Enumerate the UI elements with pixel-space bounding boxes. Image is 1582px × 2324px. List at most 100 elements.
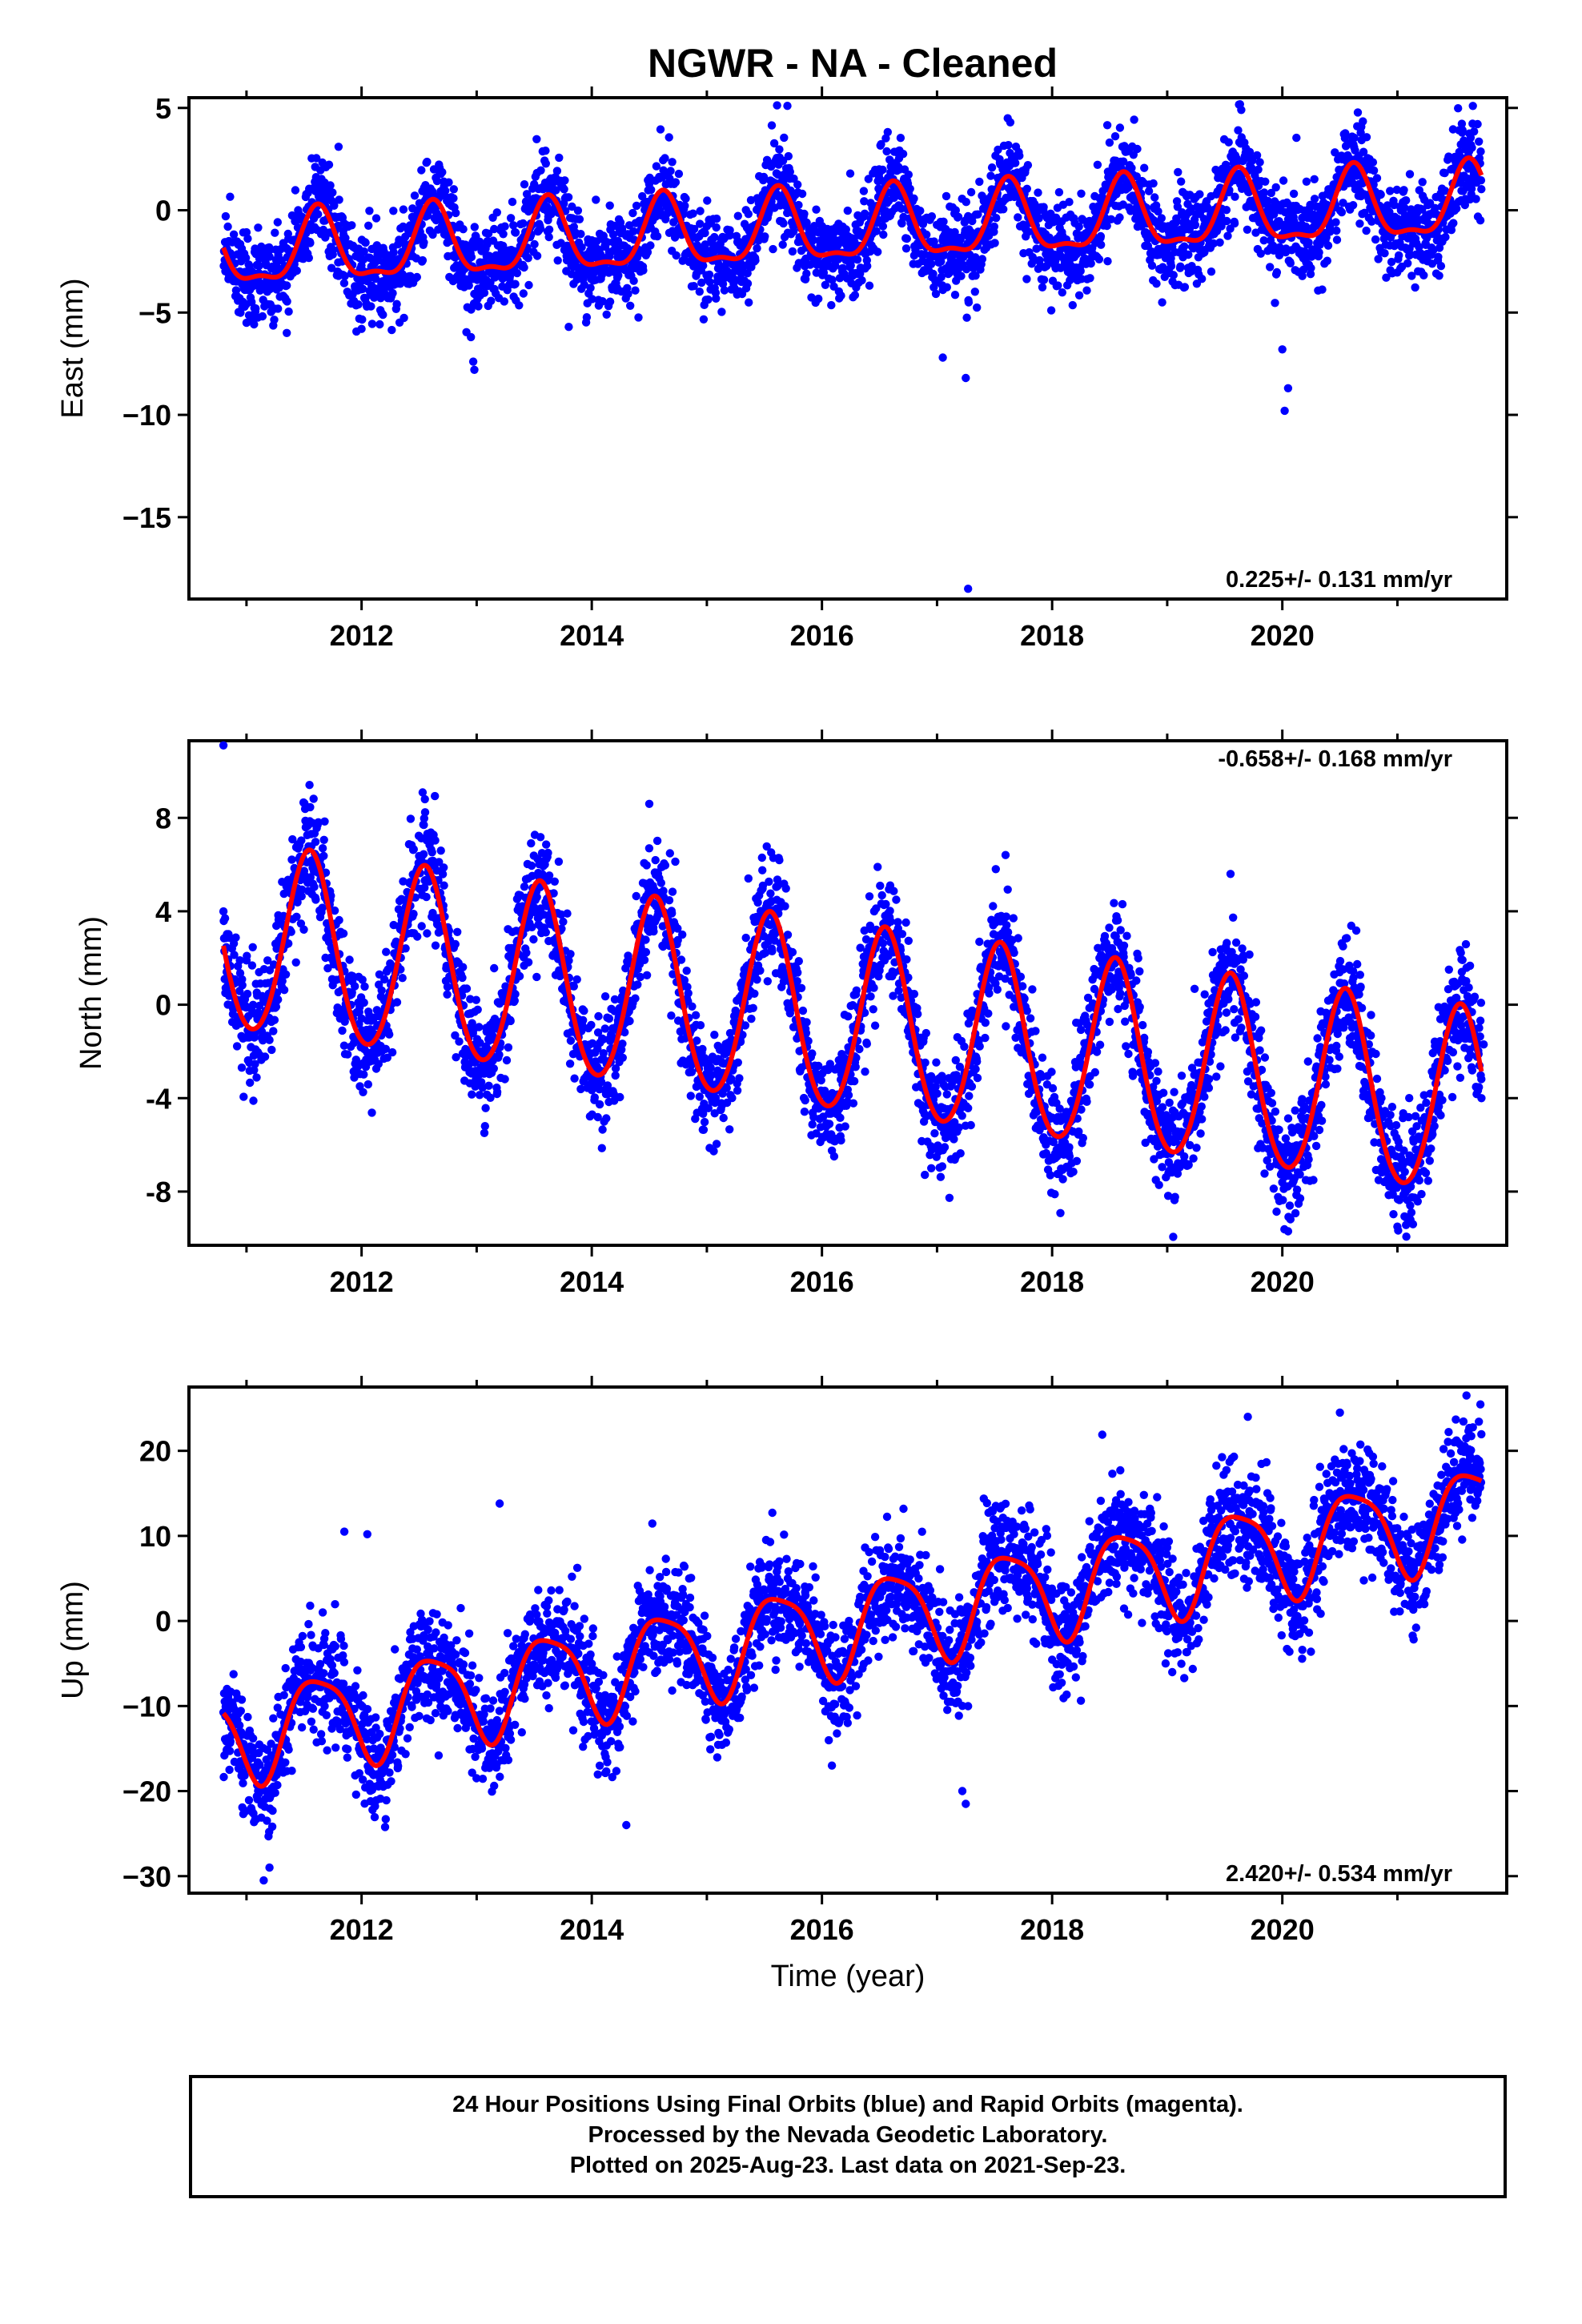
north-data-point: [529, 935, 538, 944]
north-data-point: [642, 971, 652, 980]
east-data-point: [1272, 267, 1282, 277]
east-data-point: [417, 166, 426, 175]
east-data-point: [699, 315, 709, 324]
north-data-point: [406, 814, 416, 823]
east-data-point: [1402, 196, 1411, 205]
east-data-point: [1362, 226, 1371, 235]
east-data-point: [520, 263, 528, 272]
east-data-point: [1359, 117, 1367, 126]
east-x-tick-label: 2012: [330, 619, 394, 652]
east-data-point: [827, 300, 836, 310]
east-data-point: [942, 283, 952, 292]
east-data-point: [1307, 263, 1315, 272]
north-data-point: [527, 838, 536, 848]
east-data-point: [327, 263, 336, 272]
east-outlier-point: [467, 332, 476, 342]
east-data-point: [1243, 225, 1252, 234]
east-data-point: [973, 303, 982, 312]
east-data-point: [1195, 190, 1204, 199]
east-data-point: [1093, 160, 1102, 169]
east-data-point: [1355, 219, 1364, 228]
north-data-point: [335, 915, 343, 925]
east-data-point: [520, 180, 529, 189]
east-data-point: [389, 248, 398, 257]
east-data-point: [761, 232, 769, 241]
east-data-point: [389, 207, 398, 215]
east-data-point: [271, 228, 279, 237]
east-data-point: [1301, 222, 1311, 231]
north-data-point: [249, 1096, 258, 1105]
east-data-point: [1222, 206, 1231, 215]
east-data-point: [254, 223, 263, 232]
east-data-point: [744, 210, 753, 219]
east-data-point: [449, 194, 458, 203]
north-data-point: [600, 992, 610, 1001]
east-data-point: [388, 288, 397, 298]
east-data-point: [626, 301, 635, 310]
east-data-point: [1331, 218, 1340, 227]
east-frame: [187, 96, 1508, 601]
north-data-point: [311, 895, 320, 904]
east-data-point: [957, 271, 966, 280]
east-data-point: [703, 196, 712, 205]
east-data-point: [1315, 248, 1323, 257]
east-data-point: [1180, 283, 1190, 292]
east-data-point: [1158, 298, 1166, 307]
north-data-point: [616, 1092, 624, 1102]
east-data-point: [1223, 216, 1231, 226]
north-data-point: [492, 1088, 502, 1096]
north-data-point: [274, 995, 283, 1004]
north-data-point: [597, 1144, 606, 1152]
east-data-point: [743, 279, 753, 288]
east-data-point: [863, 262, 872, 271]
north-data-point: [472, 995, 480, 1004]
east-data-point: [459, 225, 468, 234]
east-data-point: [873, 247, 882, 256]
east-data-point: [802, 269, 811, 278]
east-data-point: [506, 214, 516, 223]
east-data-point: [519, 219, 528, 228]
east-data-point: [536, 224, 545, 233]
east-data-point: [814, 294, 823, 304]
north-data-point: [265, 1035, 274, 1044]
east-data-point: [850, 291, 860, 300]
north-data-point: [602, 1114, 611, 1123]
east-data-point: [1038, 283, 1047, 292]
north-data-point: [495, 1050, 504, 1059]
east-data-point: [962, 313, 971, 322]
east-data-point: [306, 239, 315, 247]
east-data-point: [1411, 283, 1419, 292]
east-data-point: [555, 153, 564, 163]
east-data-point: [879, 230, 888, 239]
north-data-point: [271, 1003, 281, 1011]
north-data-point: [219, 907, 228, 916]
east-data-point: [361, 238, 370, 247]
north-data-point: [431, 941, 440, 950]
east-data-point: [837, 292, 845, 300]
east-data-point: [1395, 251, 1403, 260]
east-data-point: [487, 296, 496, 305]
east-data-point: [705, 270, 714, 279]
north-data-point: [590, 1093, 599, 1102]
east-data-point: [696, 207, 705, 215]
east-data-point: [304, 253, 313, 263]
north-data-point: [252, 1073, 261, 1082]
east-data-point: [674, 169, 684, 179]
east-data-point: [1271, 299, 1279, 308]
east-data-point: [470, 223, 479, 231]
east-data-point: [367, 320, 377, 328]
north-data-point: [598, 1125, 607, 1134]
east-points: [219, 100, 1486, 593]
north-data-point: [310, 883, 319, 891]
east-data-point: [1096, 231, 1106, 241]
north-data-point: [311, 838, 320, 846]
east-data-point: [954, 212, 963, 221]
east-data-point: [1224, 138, 1233, 147]
north-data-point: [527, 861, 536, 870]
east-data-point: [340, 271, 349, 280]
east-data-point: [553, 256, 562, 265]
east-data-point: [767, 121, 777, 130]
east-outlier-point: [357, 324, 366, 333]
east-data-point: [1286, 259, 1295, 267]
north-data-point: [382, 947, 391, 956]
